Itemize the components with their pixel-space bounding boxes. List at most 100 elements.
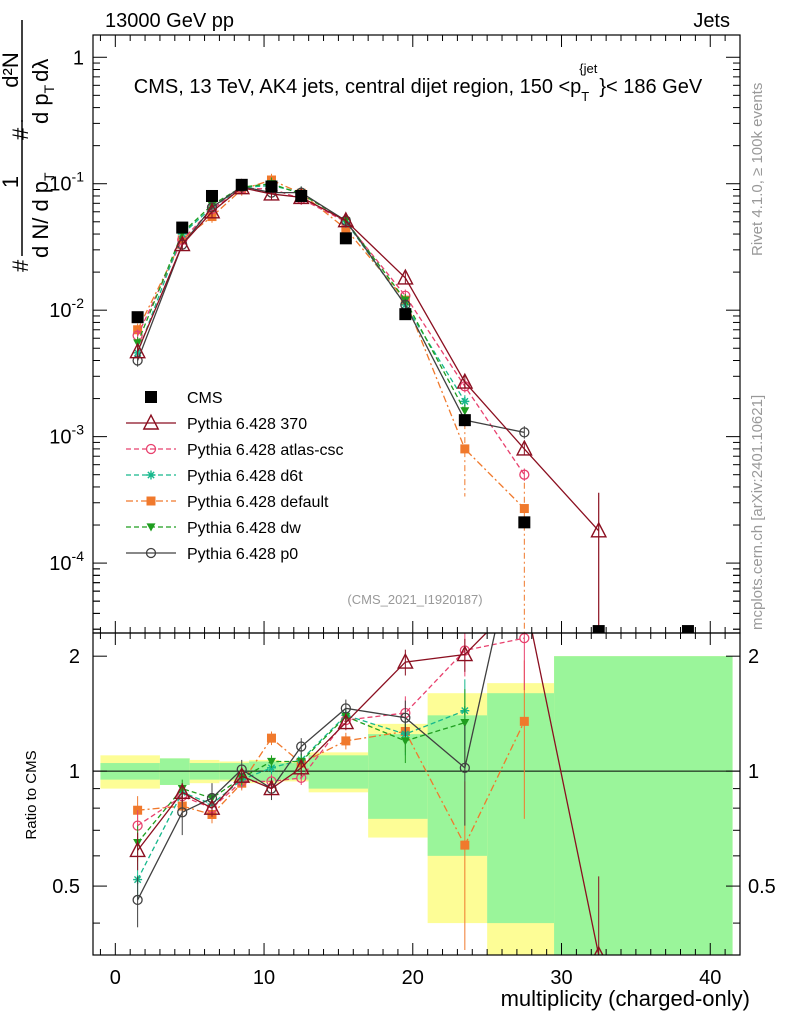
x-tick-label: 10 [253, 967, 275, 989]
cms-point [265, 180, 278, 193]
legend-label: Pythia 6.428 atlas-csc [187, 442, 344, 459]
title-sub: T [581, 89, 589, 104]
legend-item-default: Pythia 6.428 default [126, 494, 329, 511]
analysis-tag: (CMS_2021_I1920187) [347, 592, 482, 607]
band-inner [308, 755, 369, 789]
marker-triangle [129, 841, 146, 858]
legend-item-dw: Pythia 6.428 dw [126, 520, 301, 537]
marker-triangle-down [400, 737, 410, 746]
series-cms [131, 178, 694, 633]
series-line-p0 [137, 185, 525, 434]
marker-triangle [142, 413, 160, 430]
mcplots-label: mcplots.cern.ch [arXiv:2401.10621] [749, 395, 766, 630]
ratio-y-tick-label-right: 1 [748, 761, 759, 783]
y-tick-label: 10-4 [49, 548, 84, 575]
x-tick-label: 20 [402, 967, 424, 989]
legend-item-d6t: Pythia 6.428 d6t [126, 468, 303, 485]
y-tick-label: 1 [73, 47, 84, 69]
marker-triangle [515, 439, 533, 456]
marker-triangle-down [146, 523, 156, 532]
marker-circle [177, 807, 188, 818]
ratio-y-tick-label-right: 2 [748, 646, 759, 668]
ratio-y-tick-label-left: 2 [69, 646, 80, 668]
ratio-panel [93, 633, 740, 955]
marker-triangle [337, 211, 355, 228]
series-dw [133, 177, 470, 418]
title-sup: {jet [579, 61, 597, 76]
legend-item-cms: CMS [145, 390, 223, 407]
marker-triangle-down [460, 718, 470, 728]
ratio-y-tick-label-left: 1 [69, 761, 80, 783]
marker-triangle [292, 758, 310, 775]
axes-layer: 0 10 20 30 40 10-4 10-3 10-2 10-1 1 0.5 0.5 1 1 2 2 [49, 34, 776, 989]
marker-circle [145, 547, 157, 559]
series-d6t [133, 179, 470, 408]
x-tick-label: 0 [110, 967, 121, 989]
marker-triangle [396, 652, 414, 669]
marker-star [460, 396, 470, 406]
y-label-frac-den: d N/ d pT [28, 172, 57, 258]
legend-item-p0: Pythia 6.428 p0 [126, 546, 298, 563]
cms-point [458, 414, 471, 427]
x-tick-label: 40 [699, 967, 721, 989]
x-tick-label: 30 [550, 967, 572, 989]
marker-circle [340, 703, 352, 714]
legend-label: Pythia 6.428 d6t [187, 468, 303, 485]
legend: CMS Pythia 6.428 370 Pythia 6.428 atlas-cs… [126, 390, 344, 563]
marker-square [460, 444, 470, 454]
marker-triangle [129, 342, 146, 359]
band-inner [368, 734, 428, 819]
ratio-line-atlas [137, 637, 525, 827]
y-label-deriv-den: d pTdλ [28, 59, 57, 124]
series-line-d6t [137, 184, 466, 402]
legend-label: Pythia 6.428 default [187, 494, 329, 511]
marker-triangle [233, 766, 251, 783]
y-tick-label: 10-2 [49, 295, 84, 322]
header-right: Jets [693, 10, 730, 32]
marker-triangle [263, 779, 280, 796]
legend-label: Pythia 6.428 dw [187, 520, 301, 537]
cms-point [295, 189, 308, 202]
marker-circle [400, 712, 411, 723]
marker-square [266, 733, 276, 743]
legend-label: Pythia 6.428 370 [187, 416, 307, 433]
marker-triangle [337, 713, 355, 730]
cms-point [518, 516, 531, 529]
marker-triangle [456, 645, 474, 662]
legend-item-p370: Pythia 6.428 370 [126, 413, 307, 433]
marker-triangle [173, 235, 191, 252]
ratio-series-p370 [129, 633, 604, 955]
marker-circle [519, 633, 530, 644]
marker-circle [145, 443, 157, 455]
marker-triangle-down [460, 407, 470, 416]
main-y-label: # 1 d N/ d pT # d²N d pTdλ [0, 20, 57, 272]
marker-star [266, 763, 276, 773]
cms-point [592, 625, 605, 633]
series-line-default [137, 179, 525, 510]
cms-point [339, 232, 352, 245]
cms-point [235, 178, 248, 191]
legend-item-atlas: Pythia 6.428 atlas-csc [126, 442, 344, 459]
marker-triangle [456, 372, 474, 389]
legend-label: CMS [187, 390, 223, 407]
marker-square [341, 736, 351, 746]
series-atlas [132, 182, 530, 481]
marker-square [146, 496, 156, 506]
marker-circle [400, 299, 411, 311]
y-label-frac-num: 1 [0, 176, 23, 188]
marker-square [519, 504, 529, 514]
marker-triangle-down [266, 757, 276, 766]
title-main: CMS, 13 TeV, AK4 jets, central dijet reg… [134, 76, 582, 98]
legend-label: Pythia 6.428 p0 [187, 546, 298, 563]
band-inner [427, 715, 488, 856]
marker-triangle [203, 202, 221, 219]
marker-triangle [173, 783, 191, 800]
ratio-y-tick-label-right: 0.5 [748, 876, 776, 898]
main-frame [92, 34, 741, 634]
marker-circle [519, 427, 530, 438]
marker-square [460, 840, 470, 850]
marker-star [146, 470, 156, 480]
y-tick-label: 10-3 [49, 422, 84, 449]
marker-circle [296, 741, 307, 752]
